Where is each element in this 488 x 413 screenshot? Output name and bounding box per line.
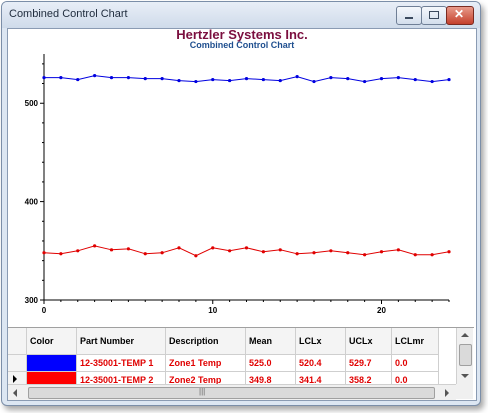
data-point bbox=[211, 246, 215, 250]
data-point bbox=[363, 253, 367, 257]
data-point bbox=[295, 252, 299, 256]
data-point bbox=[261, 77, 265, 82]
data-point bbox=[447, 250, 451, 254]
data-point bbox=[430, 79, 434, 84]
color-swatch[interactable] bbox=[26, 354, 77, 372]
data-point bbox=[413, 77, 417, 82]
row-header[interactable] bbox=[8, 354, 27, 372]
data-point bbox=[194, 254, 198, 258]
data-point bbox=[194, 79, 198, 84]
data-point bbox=[59, 76, 63, 80]
data-point bbox=[143, 252, 147, 256]
close-button[interactable] bbox=[446, 6, 474, 25]
data-point bbox=[346, 77, 350, 81]
y-tick-label: 300 bbox=[25, 296, 39, 305]
data-point bbox=[59, 252, 63, 256]
mean-cell[interactable]: 525.0 bbox=[245, 354, 296, 372]
chart-subtitle: Combined Control Chart bbox=[189, 40, 295, 50]
control-chart-window: Combined Control Chart Hertzler Systems … bbox=[1, 1, 481, 406]
minimize-button[interactable] bbox=[396, 6, 422, 25]
data-point bbox=[42, 251, 46, 255]
data-point bbox=[244, 246, 249, 250]
data-point bbox=[261, 250, 265, 254]
column-header-part-number[interactable]: Part Number bbox=[76, 328, 166, 355]
control-chart-plot: 300 400 500 0 10 20 bbox=[25, 54, 451, 315]
x-tick-label: 20 bbox=[377, 306, 386, 315]
data-point bbox=[413, 253, 417, 257]
window-client: Hertzler Systems Inc. Combined Control C… bbox=[7, 27, 477, 401]
data-point bbox=[177, 246, 181, 250]
data-point bbox=[430, 253, 434, 257]
data-point bbox=[379, 77, 384, 81]
data-point bbox=[244, 77, 249, 81]
data-point bbox=[93, 244, 97, 248]
scroll-up-arrow-icon[interactable] bbox=[461, 333, 469, 337]
column-header-uclx[interactable]: UCLx bbox=[345, 328, 392, 355]
current-row-pointer-icon bbox=[13, 375, 17, 383]
maximize-button[interactable] bbox=[421, 6, 447, 25]
data-point bbox=[278, 248, 282, 252]
data-point bbox=[346, 251, 350, 255]
data-point bbox=[109, 248, 114, 252]
x-tick-label: 10 bbox=[208, 306, 217, 315]
column-header-color[interactable]: Color bbox=[26, 328, 77, 355]
statistics-grid-pane: Color Part Number Description Mean LCLx … bbox=[8, 327, 474, 400]
data-point bbox=[160, 77, 164, 81]
scroll-down-arrow-icon[interactable] bbox=[461, 374, 469, 378]
data-point bbox=[363, 79, 367, 84]
horizontal-scrollbar[interactable]: ||| bbox=[8, 384, 456, 400]
lclx-cell[interactable]: 520.4 bbox=[295, 354, 346, 372]
column-header-lclmr[interactable]: LCLmr bbox=[391, 328, 439, 355]
data-point bbox=[379, 250, 384, 254]
horizontal-scroll-thumb[interactable]: ||| bbox=[28, 387, 435, 399]
data-point bbox=[76, 77, 80, 82]
vertical-scroll-thumb[interactable] bbox=[459, 344, 472, 366]
data-point bbox=[329, 76, 333, 80]
data-point bbox=[312, 79, 316, 84]
table-header-row: Color Part Number Description Mean LCLx … bbox=[8, 328, 439, 355]
data-point bbox=[329, 249, 333, 253]
data-point bbox=[93, 74, 97, 78]
grip-icon: ||| bbox=[199, 387, 206, 396]
vertical-scrollbar[interactable] bbox=[456, 328, 473, 384]
data-point bbox=[126, 76, 130, 80]
scroll-left-arrow-icon[interactable] bbox=[13, 389, 17, 397]
data-point bbox=[278, 78, 282, 83]
title-bar[interactable]: Combined Control Chart bbox=[2, 2, 480, 28]
data-point bbox=[76, 249, 80, 253]
y-tick-label: 500 bbox=[25, 99, 39, 108]
data-point bbox=[160, 251, 164, 255]
data-point bbox=[312, 251, 316, 255]
scrollbar-corner bbox=[456, 384, 473, 399]
data-point bbox=[109, 76, 114, 80]
data-point bbox=[228, 249, 232, 253]
data-point bbox=[177, 78, 181, 83]
statistics-table: Color Part Number Description Mean LCLx … bbox=[8, 328, 439, 389]
column-header-description[interactable]: Description bbox=[165, 328, 246, 355]
data-point bbox=[447, 77, 451, 82]
data-point bbox=[126, 247, 130, 251]
chart-title: Hertzler Systems Inc. bbox=[176, 27, 308, 42]
scroll-right-arrow-icon[interactable] bbox=[445, 389, 449, 397]
column-header-lclx[interactable]: LCLx bbox=[295, 328, 346, 355]
y-tick-label: 400 bbox=[25, 198, 39, 207]
data-point bbox=[211, 77, 215, 82]
description-cell[interactable]: Zone1 Temp bbox=[165, 354, 246, 372]
x-tick-label: 0 bbox=[42, 306, 47, 315]
part-number-cell[interactable]: 12-35001-TEMP 1 bbox=[76, 354, 166, 372]
window-title: Combined Control Chart bbox=[9, 8, 128, 20]
data-point bbox=[295, 75, 299, 79]
table-row[interactable]: 12-35001-TEMP 1 Zone1 Temp 525.0 520.4 5… bbox=[8, 354, 439, 372]
row-header-corner bbox=[8, 328, 27, 355]
lclmr-cell[interactable]: 0.0 bbox=[391, 354, 439, 372]
chart-area: Hertzler Systems Inc. Combined Control C… bbox=[8, 27, 476, 327]
data-point bbox=[396, 76, 400, 80]
data-point bbox=[143, 77, 147, 81]
data-point bbox=[228, 78, 232, 83]
data-point bbox=[42, 76, 46, 80]
uclx-cell[interactable]: 529.7 bbox=[345, 354, 392, 372]
column-header-mean[interactable]: Mean bbox=[245, 328, 296, 355]
data-point bbox=[396, 248, 400, 252]
